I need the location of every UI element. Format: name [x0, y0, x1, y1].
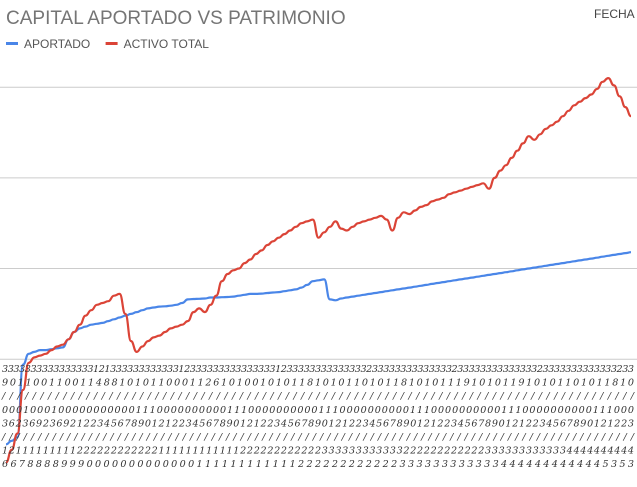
legend-swatch-1 [105, 42, 118, 45]
x-tick-row-3: 0001000100000000000111000000000011100000… [2, 405, 634, 416]
series-line-1 [5, 77, 632, 464]
legend-label-0: APORTADO [24, 37, 90, 51]
x-tick-row-5: ////////////////////////////////////////… [1, 432, 635, 443]
legend-swatch-0 [6, 42, 18, 45]
series-line-0 [5, 251, 632, 446]
legend-label-1: ACTIVO TOTAL [124, 37, 210, 51]
x-tick-row-2: ////////////////////////////////////////… [1, 391, 635, 402]
legend: APORTADO ACTIVO TOTAL [6, 37, 209, 51]
x-tick-row-4: 3623692369212234567890121223456789012122… [2, 418, 634, 429]
x-tick-row-0: 3333333333333333121333333333333123333333… [2, 364, 634, 375]
x-axis-ticks: 3333333333333333121333333333333123333333… [1, 364, 635, 470]
x-tick-row-1: 9011001100114881010110001126101001010118… [2, 378, 634, 389]
x-axis-label: FECHA [594, 7, 635, 21]
x-tick-row-7: 6678888999000000000000011111111111122222… [2, 459, 634, 470]
series-layer [5, 77, 632, 464]
gridlines [0, 86, 637, 360]
x-tick-row-6: 1211111111122222222222211111111111122222… [2, 446, 634, 457]
chart-title: CAPITAL APORTADO VS PATRIMONIO [6, 8, 346, 29]
